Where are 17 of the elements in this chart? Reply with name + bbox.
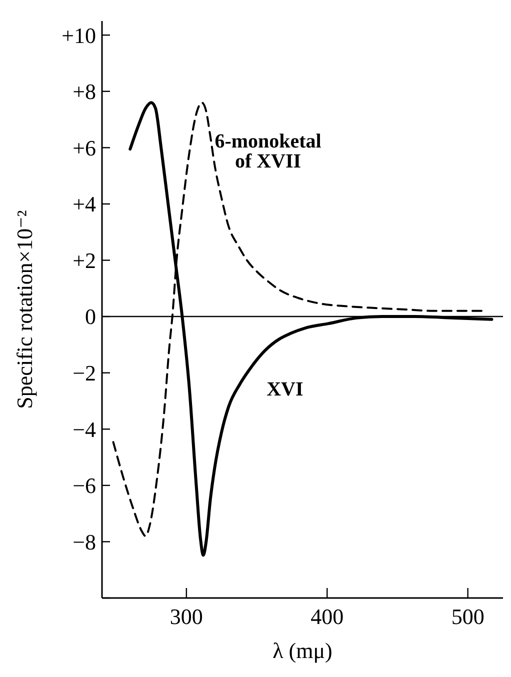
series-label: 6-monoketal of XVII xyxy=(214,130,322,173)
y-tick-label: 0 xyxy=(85,304,96,330)
x-tick-label: 300 xyxy=(170,604,203,629)
y-tick-label: +6 xyxy=(72,135,96,160)
y-tick-label: +8 xyxy=(72,79,96,104)
x-tick-label: 400 xyxy=(310,604,344,629)
x-tick-label: 500 xyxy=(451,604,484,629)
x-axis-title: λ (mμ) xyxy=(272,638,332,663)
y-axis-title: Specific rotation×10⁻² xyxy=(12,210,37,409)
y-tick-label: −6 xyxy=(72,473,96,498)
y-tick-label: −2 xyxy=(72,360,96,386)
y-tick-label: +10 xyxy=(62,22,96,48)
y-tick-label: +4 xyxy=(72,192,96,217)
y-tick-label: −4 xyxy=(72,416,96,442)
y-tick-label: +2 xyxy=(72,248,96,273)
series-label: XVI xyxy=(266,378,304,400)
y-tick-label: −8 xyxy=(72,529,96,554)
